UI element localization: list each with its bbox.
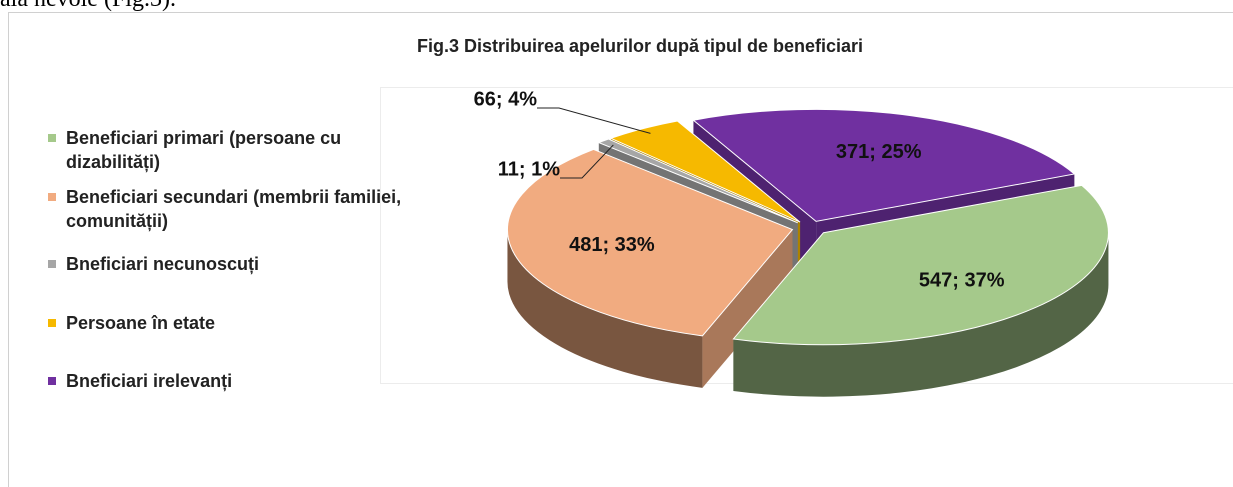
slice-side [507, 229, 703, 388]
slice-top [692, 108, 1076, 222]
legend-swatch [48, 319, 56, 327]
legend-label: Beneficiari secundari (membrii familiei,… [66, 187, 402, 231]
data-label: 66; 4% [474, 88, 538, 110]
legend-item: Beneficiari secundari (membrii familiei,… [48, 185, 436, 233]
legend-swatch [48, 377, 56, 385]
legend-item: Bneficiari irelevanți [48, 369, 436, 393]
legend-label: Persoane în etate [66, 313, 216, 333]
slice-top [609, 120, 801, 223]
legend-item: Bneficiari necunoscuți [48, 252, 436, 276]
legend-swatch [48, 193, 56, 201]
slice [507, 148, 794, 388]
chart-frame [8, 12, 1233, 487]
leader-line [537, 107, 651, 134]
slice-top [597, 138, 798, 224]
data-label: 11; 1% [498, 158, 560, 180]
chart-title: Fig.3 Distribuirea apelurilor după tipul… [417, 36, 863, 56]
legend-label: Beneficiari primari (persoane cu dizabil… [66, 128, 342, 172]
slice-top [507, 148, 794, 337]
page-text: ală nevoie (Fig.3). [0, 0, 176, 13]
legend-item: Beneficiari primari (persoane cu dizabil… [48, 126, 436, 174]
data-label: 547; 37% [919, 269, 1005, 291]
leader-line [560, 144, 614, 179]
legend-swatch [48, 260, 56, 268]
legend-label: Bneficiari irelevanți [66, 371, 233, 391]
slice [732, 184, 1109, 397]
slice-side [733, 232, 1109, 397]
data-label: 371; 25% [836, 141, 922, 163]
slice-top [732, 184, 1109, 346]
data-label: 481; 33% [569, 234, 655, 256]
legend-item: Persoane în etate [48, 311, 436, 335]
legend-label: Bneficiari necunoscuți [66, 254, 260, 274]
legend-swatch [48, 134, 56, 142]
